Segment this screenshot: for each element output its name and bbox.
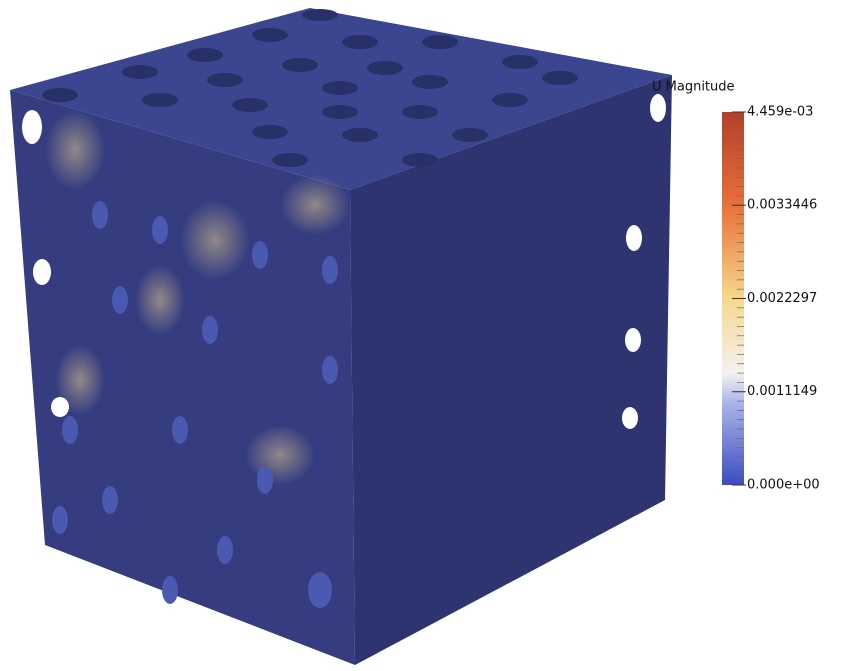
tick-label: 0.000e+00 (747, 478, 820, 493)
render-view: U Magnitude 4.459e-03 0.0033446 0.0022297 0… (0, 0, 841, 667)
tick-label: 0.0011149 (747, 384, 817, 399)
legend-title: U Magnitude (652, 80, 735, 95)
cube (10, 8, 672, 665)
tick-label: 0.0033446 (747, 198, 817, 213)
tick-label: 0.0022297 (747, 291, 817, 306)
color-legend: U Magnitude 4.459e-03 0.0033446 0.0022297 0… (652, 80, 820, 493)
tick-label: 4.459e-03 (747, 105, 813, 120)
